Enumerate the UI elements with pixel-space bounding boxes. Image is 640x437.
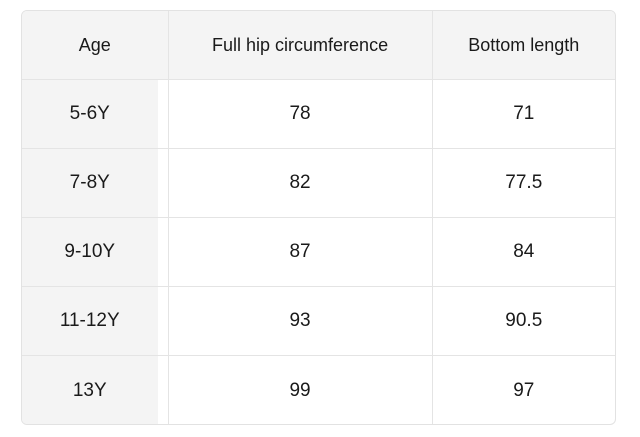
age-cell: 7-8Y bbox=[22, 149, 168, 217]
age-cell: 13Y bbox=[22, 356, 168, 424]
age-value: 9-10Y bbox=[64, 241, 116, 262]
hip-cell: 93 bbox=[167, 287, 432, 355]
table-header-row: Age Full hip circumference Bottom length bbox=[22, 11, 615, 80]
header-age: Age bbox=[78, 34, 111, 55]
table-row: 7-8Y 82 77.5 bbox=[22, 149, 615, 218]
length-cell: 84 bbox=[431, 218, 615, 286]
size-chart-table: Age Full hip circumference Bottom length… bbox=[21, 10, 616, 425]
age-cell: 5-6Y bbox=[22, 80, 168, 148]
length-cell: 97 bbox=[431, 356, 615, 424]
age-cell: 9-10Y bbox=[22, 218, 168, 286]
length-cell: 90.5 bbox=[431, 287, 615, 355]
age-cell: 11-12Y bbox=[22, 287, 168, 355]
table-row: 13Y 99 97 bbox=[22, 356, 615, 424]
table-row: 11-12Y 93 90.5 bbox=[22, 287, 615, 356]
table-row: 5-6Y 78 71 bbox=[22, 80, 615, 149]
table-row: 9-10Y 87 84 bbox=[22, 218, 615, 287]
hip-cell: 82 bbox=[167, 149, 432, 217]
hip-cell: 87 bbox=[167, 218, 432, 286]
hip-cell: 78 bbox=[167, 80, 432, 148]
hip-cell: 99 bbox=[167, 356, 432, 424]
age-value: 5-6Y bbox=[69, 103, 110, 124]
length-cell: 77.5 bbox=[431, 149, 615, 217]
age-value: 13Y bbox=[72, 379, 107, 401]
header-length: Bottom length bbox=[431, 11, 615, 79]
length-cell: 71 bbox=[431, 80, 615, 148]
age-value: 7-8Y bbox=[69, 172, 110, 193]
age-value: 11-12Y bbox=[59, 310, 120, 331]
header-hip: Full hip circumference bbox=[167, 11, 432, 79]
